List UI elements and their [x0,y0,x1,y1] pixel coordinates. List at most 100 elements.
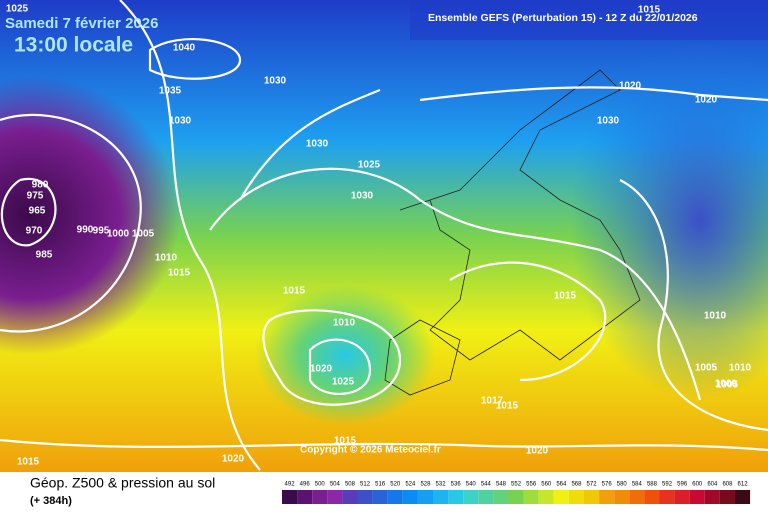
legend-swatch [448,490,464,504]
low-area [0,75,180,355]
legend-swatch [644,490,660,504]
legend-label: 496 [300,482,311,488]
legend-label: 580 [617,482,628,488]
isobar-label: 1020 [619,81,642,92]
coastline [399,69,641,361]
isobar-label: 1040 [173,43,196,54]
isobar-label: 1010 [729,363,752,374]
legend-swatch [674,490,690,504]
isobar-label: 1010 [155,253,178,264]
legend-swatch [629,490,645,504]
isobar-label: 985 [36,250,53,261]
legend-swatch [297,490,313,504]
isobar-label: 1010 [704,311,727,322]
isobar-label: 965 [29,206,46,217]
legend-label: 524 [405,482,416,488]
legend-label: 504 [330,482,341,488]
isobar-label: 1005 [716,380,739,391]
legend-swatch [719,490,735,504]
isobar-label: 1015 [17,457,40,468]
legend-label: 492 [285,482,296,488]
legend-swatch [659,490,675,504]
cut-off-low [255,285,435,425]
legend-label: 500 [315,482,326,488]
legend-swatch [599,490,615,504]
legend-label: 516 [375,482,386,488]
isobar-label: 1030 [351,191,374,202]
legend-label: 596 [677,482,688,488]
legend-label: 512 [360,482,371,488]
isobar-label: 1015 [334,436,357,447]
isobar-label: 1025 [358,160,381,171]
legend-label: 540 [466,482,477,488]
legend-swatch [478,490,494,504]
legend-label: 548 [496,482,507,488]
legend-label: 528 [420,482,431,488]
legend-label: 536 [451,482,462,488]
legend-swatch [689,490,705,504]
isobar-label: 1020 [310,364,333,375]
legend-swatch [568,490,584,504]
forecast-lead: (+ 384h) [30,495,72,507]
legend-label: 600 [692,482,703,488]
date: Samedi 7 février 2026 [5,15,158,32]
legend-swatch [538,490,554,504]
legend-swatch [402,490,418,504]
isobars [0,0,768,470]
isobar-label: 1005 [695,363,718,374]
isobar-label: 1030 [597,116,620,127]
isobar-label: 1020 [695,95,718,106]
legend-swatch [417,490,433,504]
isobar-label: 1030 [306,139,329,150]
isobar-label: 1035 [159,86,182,97]
legend-swatch [614,490,630,504]
isobar-label: 1005 [132,229,155,240]
legend-swatch [493,490,509,504]
legend-swatch [704,490,720,504]
isobar-label: 990 [77,225,94,236]
legend-label: 572 [587,482,598,488]
upper-band [410,0,768,40]
legend-label: 612 [738,482,749,488]
legend-swatch [433,490,449,504]
legend-swatch [342,490,358,504]
legend-swatch [463,490,479,504]
legend-swatch [282,490,298,504]
legend-swatch [357,490,373,504]
legend-label: 520 [390,482,401,488]
isobar-label: 1025 [332,377,355,388]
model-run: Ensemble GEFS (Perturbation 15) - 12 Z d… [428,12,698,24]
legend-swatch [584,490,600,504]
legend-swatch [312,490,328,504]
legend-label: 604 [707,482,718,488]
local-time: 13:00 locale [14,34,133,57]
legend-swatch [508,490,524,504]
legend-label: 552 [511,482,522,488]
footer-title: Géop. Z500 & pression au sol [30,475,215,491]
isobar-label: 970 [26,226,43,237]
isobar-label: 975 [27,191,44,202]
legend-swatch [327,490,343,504]
legend-label: 508 [345,482,356,488]
legend-label: 532 [436,482,447,488]
isobar-label: 1015 [496,401,519,412]
isobar-label: 1010 [333,318,356,329]
legend-label: 592 [662,482,673,488]
legend-label: 608 [722,482,733,488]
legend-swatch [523,490,539,504]
legend-swatch [735,490,751,504]
isobar-label: 980 [32,180,49,191]
legend-swatch [387,490,403,504]
copyright: Copyright © 2026 Meteociel.fr [300,445,441,456]
legend-label: 584 [632,482,643,488]
legend-label: 544 [481,482,492,488]
isobar-label: 1015 [283,286,306,297]
legend-label: 560 [541,482,552,488]
isobar-label: 1030 [169,116,192,127]
isobar-label: 1025 [6,4,29,15]
isobar-label: 1015 [554,291,577,302]
legend-swatch [372,490,388,504]
isobar-label: 1020 [222,454,245,465]
legend-label: 564 [556,482,567,488]
